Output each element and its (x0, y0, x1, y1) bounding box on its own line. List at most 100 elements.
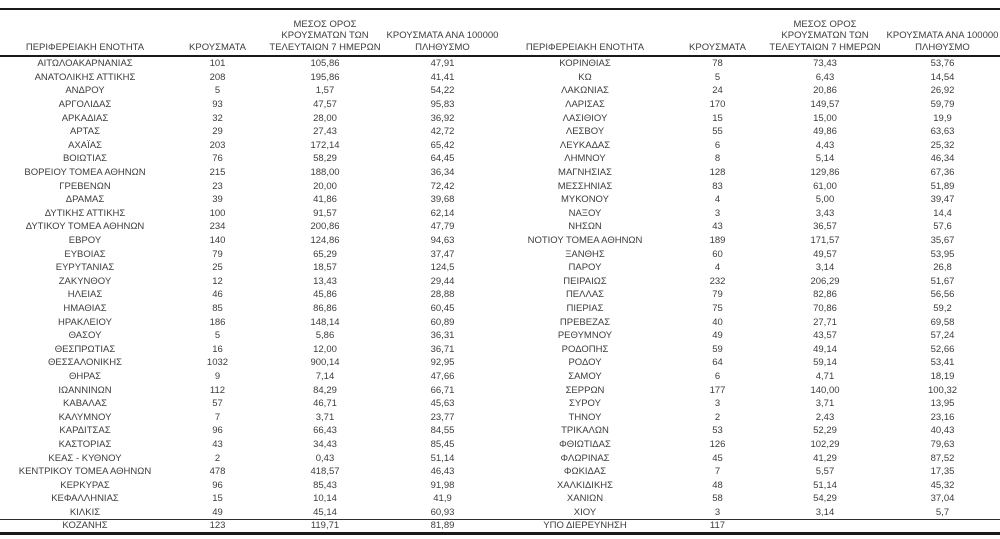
avg7days-cell: 6,43 (815, 71, 835, 83)
cases-cell: 85 (212, 302, 223, 314)
per100k-cell: 37,04 (930, 493, 955, 505)
avg7days-cell: 18,57 (313, 262, 337, 274)
table-row: ΠΕΛΛΑΣ 79 82,86 56,56 (500, 288, 1000, 302)
table-row: ΛΑΡΙΣΑΣ 170 149,57 59,79 (500, 98, 1000, 112)
table-row: ΕΥΒΟΙΑΣ 79 65,29 37,47 (0, 247, 500, 261)
per100k-cell: 79,63 (930, 438, 955, 450)
region-cell: ΝΟΤΙΟΥ ΤΟΜΕΑ ΑΘΗΝΩΝ (527, 235, 643, 247)
per100k-cell: 72,42 (430, 180, 455, 192)
cases-cell: 232 (709, 275, 726, 287)
table-row: ΕΥΡΥΤΑΝΙΑΣ 25 18,57 124,5 (0, 261, 500, 275)
table-row: ΖΑΚΥΝΘΟΥ 12 13,43 29,44 (0, 275, 500, 289)
region-cell: ΤΗΝΟΥ (568, 411, 602, 423)
column-header-region: ΠΕΡΙΦΕΡΕΙΑΚΗ ΕΝΟΤΗΤΑ (525, 41, 645, 53)
avg7days-cell: 49,14 (813, 343, 837, 355)
avg7days-cell: 12,00 (313, 343, 337, 355)
region-cell: ΕΥΒΟΙΑΣ (64, 248, 106, 260)
region-cell: ΘΕΣΣΑΛΟΝΙΚΗΣ (48, 357, 122, 369)
cases-cell: 48 (712, 479, 723, 491)
avg7days-cell: 70,86 (813, 302, 837, 314)
cases-cell: 215 (209, 167, 226, 179)
region-cell: ΣΑΜΟΥ (568, 370, 602, 382)
per100k-cell: 39,47 (930, 194, 955, 206)
cases-cell: 3 (714, 398, 721, 410)
last-row-separator-rule (0, 519, 1000, 520)
table-row: ΚΕΡΚΥΡΑΣ 96 85,43 91,98 (0, 478, 500, 492)
avg7days-cell: 3,14 (815, 262, 835, 274)
region-cell: ΛΑΡΙΣΑΣ (565, 99, 605, 111)
per100k-cell: 28,88 (430, 289, 455, 301)
table-row: ΚΕΑΣ - ΚΥΘΝΟΥ 2 0,43 51,14 (0, 451, 500, 465)
region-cell: ΚΟΡΙΝΘΙΑΣ (559, 58, 611, 70)
table-row: ΛΕΣΒΟΥ 55 49,86 63,63 (500, 125, 1000, 139)
region-cell: ΚΑΒΑΛΑΣ (63, 398, 107, 410)
avg7days-cell: 46,71 (313, 398, 337, 410)
cases-cell: 170 (709, 99, 726, 111)
cases-cell: 93 (212, 99, 223, 111)
table-header-left: ΠΕΡΙΦΕΡΕΙΑΚΗ ΕΝΟΤΗΤΑ ΚΡΟΥΣΜΑΤΑ ΜΕΣΟΣ ΟΡΟ… (0, 10, 500, 55)
region-cell: ΒΟΙΩΤΙΑΣ (62, 153, 108, 165)
per100k-cell: 35,67 (930, 235, 955, 247)
per100k-cell: 39,68 (430, 194, 455, 206)
avg7days-cell: 3,43 (815, 207, 835, 219)
avg7days-cell: 20,86 (813, 85, 837, 97)
cases-cell: 29 (212, 126, 223, 138)
cases-cell: 43 (212, 438, 223, 450)
avg7days-cell: 5,00 (815, 194, 835, 206)
region-cell: ΗΜΑΘΙΑΣ (63, 302, 107, 314)
table-header-right: ΠΕΡΙΦΕΡΕΙΑΚΗ ΕΝΟΤΗΤΑ ΚΡΟΥΣΜΑΤΑ ΜΕΣΟΣ ΟΡΟ… (500, 10, 1000, 55)
region-cell: ΒΟΡΕΙΟΥ ΤΟΜΕΑ ΑΘΗΝΩΝ (24, 167, 146, 179)
avg7days-cell: 5,14 (815, 153, 835, 165)
avg7days-cell: 188,00 (310, 167, 340, 179)
cases-cell: 75 (712, 302, 723, 314)
table-row: ΣΥΡΟΥ 3 3,71 13,95 (500, 397, 1000, 411)
avg7days-cell: 73,43 (813, 58, 837, 70)
top-rule (0, 8, 1000, 10)
per100k-cell: 23,16 (930, 411, 955, 423)
table-row: ΞΑΝΘΗΣ 60 49,57 53,95 (500, 247, 1000, 261)
table-row: ΝΟΤΙΟΥ ΤΟΜΕΑ ΑΘΗΝΩΝ 189 171,57 35,67 (500, 234, 1000, 248)
table-row: ΘΕΣΣΑΛΟΝΙΚΗΣ 1032 900,14 92,95 (0, 356, 500, 370)
region-cell: ΦΘΙΩΤΙΔΑΣ (559, 438, 611, 450)
table-row: ΙΩΑΝΝΙΝΩΝ 112 84,29 66,71 (0, 383, 500, 397)
cases-cell: 46 (212, 289, 223, 301)
avg7days-cell: 82,86 (813, 289, 837, 301)
cases-cell: 5 (714, 71, 721, 83)
region-cell: ΧΑΛΚΙΔΙΚΗΣ (556, 479, 614, 491)
region-cell: ΞΑΝΘΗΣ (565, 248, 605, 260)
table-row: ΚΟΖΑΝΗΣ 123 119,71 81,89 (0, 519, 500, 533)
table-row: ΜΕΣΣΗΝΙΑΣ 83 61,00 51,89 (500, 179, 1000, 193)
avg7days-cell: 0,43 (315, 452, 335, 464)
cases-cell: 2 (714, 411, 721, 423)
table-row: ΑΝΑΤΟΛΙΚΗΣ ΑΤΤΙΚΗΣ 208 195,86 41,41 (0, 71, 500, 85)
table-row: ΔΡΑΜΑΣ 39 41,86 39,68 (0, 193, 500, 207)
table-row: ΠΑΡΟΥ 4 3,14 26,8 (500, 261, 1000, 275)
region-cell: ΕΒΡΟΥ (68, 235, 102, 247)
per100k-cell: 47,66 (430, 370, 455, 382)
cases-cell: 43 (712, 221, 723, 233)
region-cell: ΑΡΤΑΣ (70, 126, 100, 138)
avg7days-cell: 5,86 (315, 330, 335, 342)
avg7days-cell: 7,14 (315, 370, 335, 382)
per100k-cell: 36,31 (430, 330, 455, 342)
cases-cell: 78 (712, 58, 723, 70)
region-cell: ΙΩΑΝΝΙΝΩΝ (58, 384, 112, 396)
per100k-cell: 51,14 (430, 452, 455, 464)
per100k-cell: 5,7 (935, 506, 950, 518)
per100k-cell: 47,79 (430, 221, 455, 233)
cases-cell: 24 (712, 85, 723, 97)
avg7days-cell: 59,14 (813, 357, 837, 369)
per100k-cell: 47,91 (430, 58, 455, 70)
avg7days-cell: 3,14 (815, 506, 835, 518)
avg7days-cell: 47,57 (313, 99, 337, 111)
cases-cell: 59 (712, 343, 723, 355)
per100k-cell: 14,54 (930, 71, 955, 83)
region-cell: ΡΕΘΥΜΝΟΥ (557, 330, 613, 342)
cases-cell: 12 (212, 275, 223, 287)
cases-cell: 16 (212, 343, 223, 355)
avg7days-cell: 102,29 (810, 438, 840, 450)
table-row: ΚΑΒΑΛΑΣ 57 46,71 45,63 (0, 397, 500, 411)
column-header-region: ΠΕΡΙΦΕΡΕΙΑΚΗ ΕΝΟΤΗΤΑ (25, 41, 145, 53)
